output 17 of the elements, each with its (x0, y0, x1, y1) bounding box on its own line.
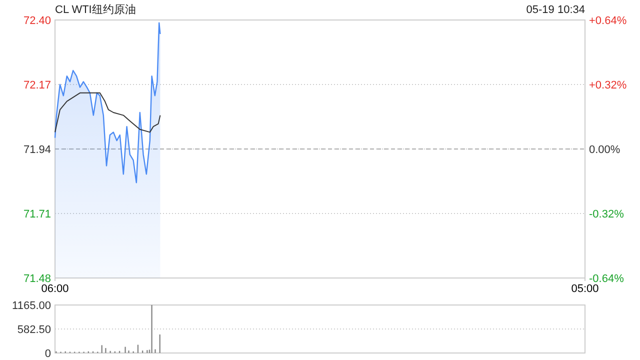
y-tick-label: 72.17 (23, 80, 51, 92)
y-tick-label: 71.48 (23, 273, 51, 285)
y-tick-label: 582.50 (17, 324, 51, 336)
y-tick-label: 71.71 (23, 208, 51, 220)
y2-tick-label: -0.64% (589, 273, 624, 285)
y-tick-label: 72.40 (23, 15, 51, 27)
y-tick-label: 0 (44, 348, 51, 360)
y-tick-label: 1165.00 (12, 300, 51, 312)
y2-tick-label: -0.32% (589, 208, 624, 220)
text: 05-19 10:34 (526, 4, 585, 16)
x-tick-label: 06:00 (41, 283, 69, 295)
y2-tick-label: +0.32% (589, 80, 627, 92)
y-tick-label: 71.94 (23, 144, 51, 156)
chart-title: CL WTI纽约原油 (55, 3, 136, 16)
y2-tick-label: 0.00% (589, 144, 620, 156)
x-tick-label: 05:00 (571, 283, 599, 295)
y2-tick-label: +0.64% (589, 15, 627, 27)
